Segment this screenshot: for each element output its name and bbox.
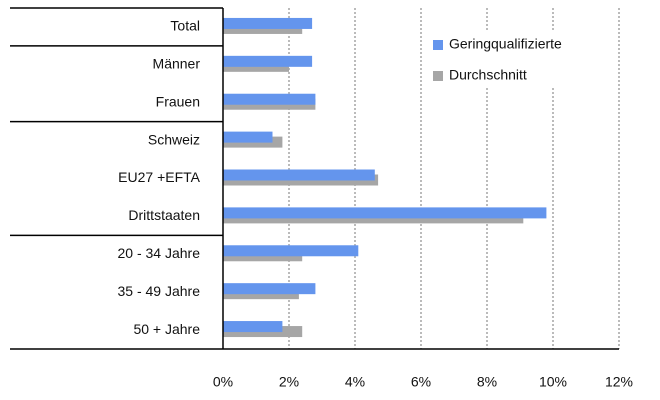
y-tick-label: Schweiz [148,131,200,147]
y-tick-label: EU27 +EFTA [118,169,200,185]
legend-swatch [433,71,443,81]
y-tick-label: Drittstaaten [128,207,200,223]
bar [223,321,283,333]
bar [223,93,316,105]
x-tick-label: 2% [279,374,299,390]
y-tick-label: Total [170,18,200,34]
x-tick-label: 8% [477,374,497,390]
legend-label: Durchschnitt [449,67,527,83]
bar [223,207,547,219]
bar [223,131,273,143]
x-tick-label: 12% [605,374,633,390]
x-tick-label: 10% [539,374,567,390]
y-tick-label: 50 + Jahre [133,321,200,337]
legend-box [428,32,608,88]
bar [223,55,313,67]
y-tick-label: Frauen [156,93,200,109]
x-tick-label: 6% [411,374,431,390]
bar [223,283,316,295]
y-tick-label: Männer [153,56,201,72]
y-tick-label: 20 - 34 Jahre [118,245,201,261]
bar [223,169,375,181]
bar [223,17,313,29]
bar [223,245,359,257]
y-tick-label: 35 - 49 Jahre [118,283,201,299]
x-tick-label: 0% [213,374,233,390]
x-tick-label: 4% [345,374,365,390]
legend-label: Geringqualifizierte [449,36,562,52]
legend-swatch [433,40,443,50]
